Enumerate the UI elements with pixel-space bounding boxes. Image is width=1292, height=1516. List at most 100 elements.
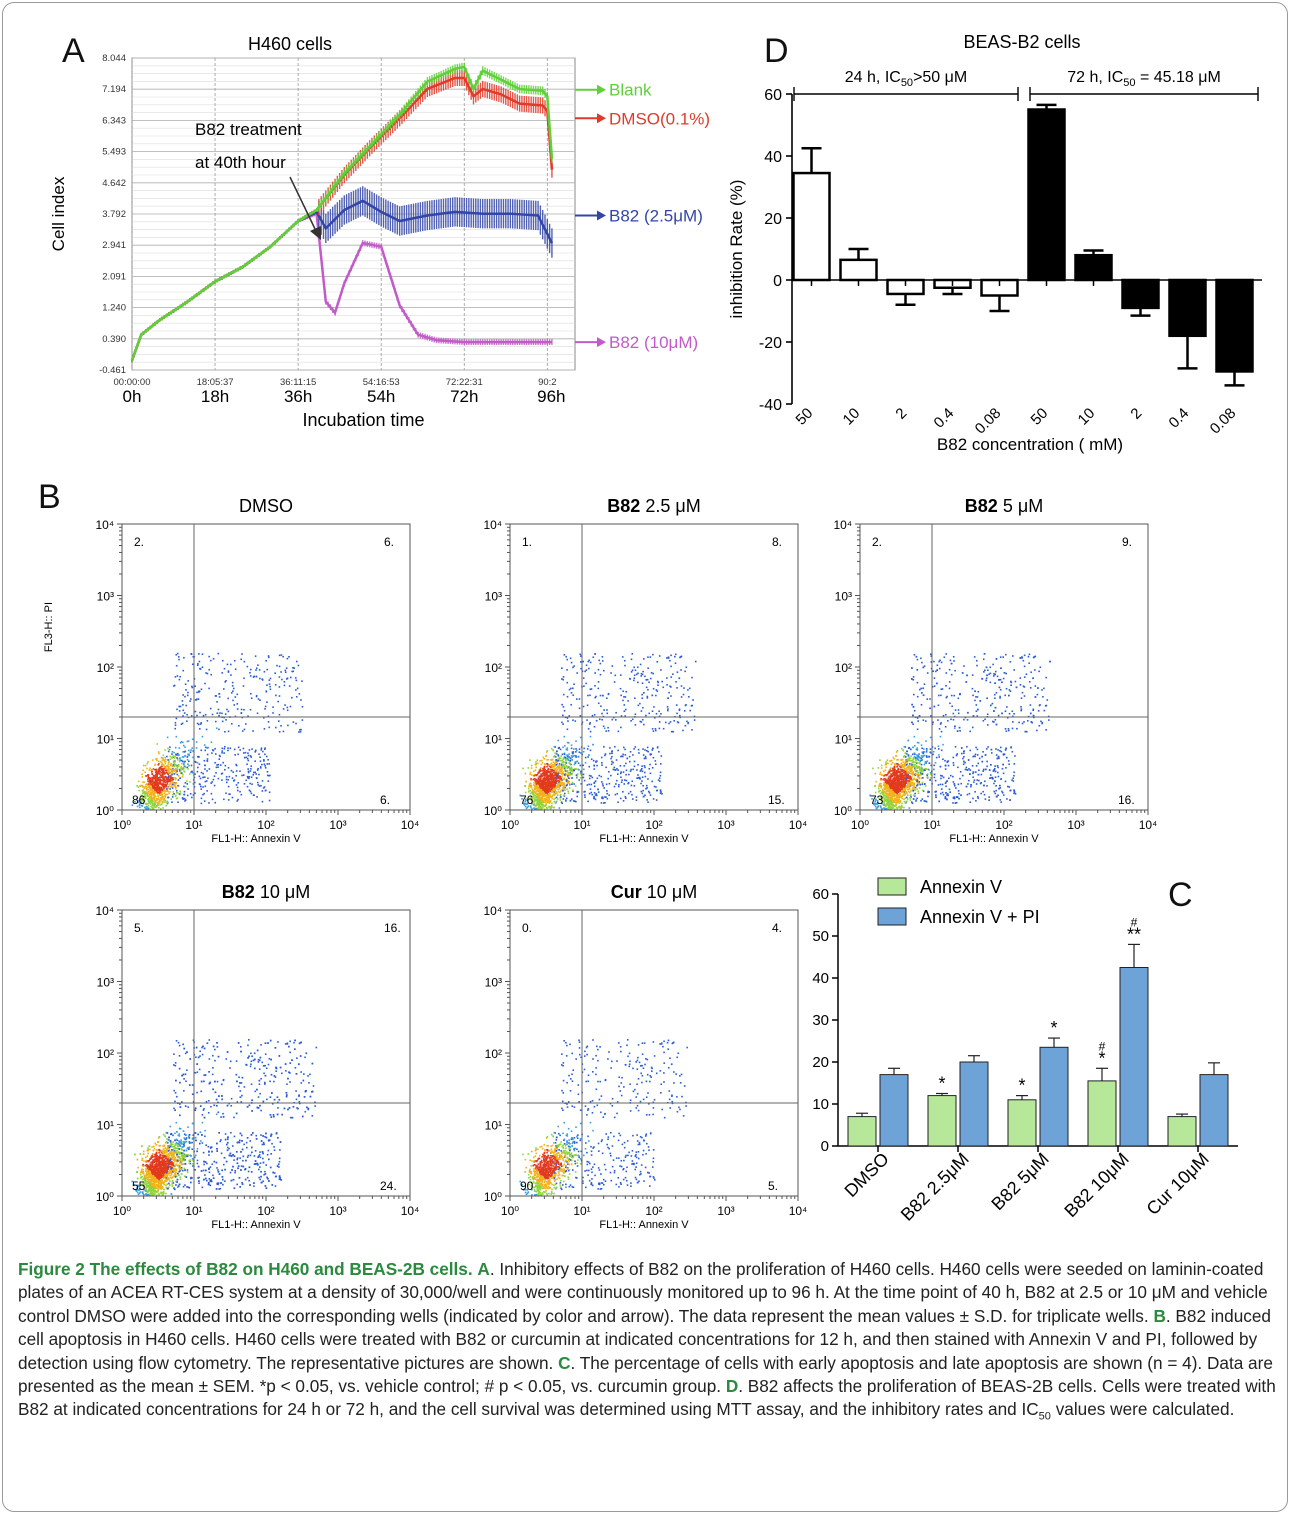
scatter-point bbox=[576, 672, 578, 674]
scatter-point bbox=[539, 802, 542, 805]
scatter-point bbox=[1004, 749, 1007, 751]
scatter-point bbox=[143, 790, 146, 793]
scatter-point bbox=[557, 759, 560, 762]
y-tick-label-a: 5.493 bbox=[102, 147, 126, 158]
scatter-point bbox=[890, 783, 893, 786]
scatter-point bbox=[183, 797, 186, 800]
scatter-title: DMSO bbox=[239, 496, 293, 516]
scatter-point bbox=[153, 784, 156, 787]
scatter-point bbox=[601, 712, 603, 715]
scatter-point bbox=[606, 797, 609, 800]
scatter-point bbox=[203, 744, 206, 746]
scatter-point bbox=[911, 801, 913, 804]
scatter-point bbox=[561, 721, 563, 724]
scatter-point bbox=[242, 747, 245, 750]
scatter-point bbox=[289, 676, 292, 679]
scatter-point bbox=[168, 775, 170, 777]
scatter-point bbox=[218, 696, 221, 698]
scatter-point bbox=[613, 681, 616, 683]
scatter-point bbox=[627, 782, 630, 784]
scatter-point bbox=[540, 763, 543, 766]
scatter-point bbox=[567, 780, 569, 782]
scatter-point bbox=[536, 798, 539, 801]
scatter-point bbox=[206, 747, 209, 749]
scatter-point bbox=[542, 791, 545, 794]
scatter-point bbox=[141, 792, 144, 795]
scatter-point bbox=[199, 711, 201, 714]
scatter-point bbox=[561, 784, 564, 787]
scatter-point bbox=[185, 689, 187, 691]
scatter-point bbox=[562, 714, 564, 717]
scatter-point bbox=[543, 775, 546, 777]
scatter-point bbox=[551, 767, 553, 769]
scatter-point bbox=[217, 708, 220, 711]
scatter-point bbox=[296, 687, 299, 690]
scatter-point bbox=[146, 783, 148, 785]
scatter-point bbox=[173, 769, 175, 772]
scatter-point bbox=[647, 667, 649, 670]
scatter-point bbox=[541, 783, 544, 785]
scatter-point bbox=[227, 799, 230, 801]
scatter-point bbox=[620, 755, 623, 758]
scatter-point bbox=[158, 769, 161, 772]
scatter-point bbox=[651, 747, 654, 750]
scatter-point bbox=[182, 703, 184, 706]
scatter-point bbox=[545, 799, 547, 802]
scatter-point bbox=[536, 779, 539, 781]
scatter-point bbox=[535, 766, 537, 769]
scatter-point bbox=[547, 767, 550, 770]
scatter-point bbox=[286, 677, 289, 680]
scatter-point bbox=[637, 672, 639, 675]
scatter-point bbox=[176, 770, 179, 772]
scatter-point bbox=[643, 691, 645, 694]
scatter-point bbox=[198, 763, 201, 766]
scatter-point bbox=[533, 773, 536, 776]
scatter-point bbox=[227, 747, 229, 749]
scatter-point bbox=[235, 764, 238, 767]
scatter-point bbox=[552, 769, 555, 772]
scatter-point bbox=[165, 788, 168, 790]
scatter-point bbox=[178, 705, 181, 708]
scatter-point bbox=[199, 777, 202, 780]
scatter-point bbox=[226, 708, 228, 711]
scatter-point bbox=[545, 751, 548, 753]
scatter-point bbox=[895, 790, 898, 793]
scatter-point bbox=[568, 753, 570, 755]
scatter-point bbox=[174, 778, 177, 781]
scatter-point bbox=[160, 768, 162, 770]
scatter-point bbox=[192, 794, 195, 796]
scatter-point bbox=[214, 801, 217, 804]
scatter-point bbox=[146, 806, 149, 808]
scatter-point bbox=[542, 779, 545, 781]
scatter-point bbox=[538, 796, 541, 798]
scatter-point bbox=[196, 761, 199, 764]
scatter-point bbox=[628, 755, 631, 758]
scatter-point bbox=[568, 787, 571, 789]
scatter-point bbox=[684, 724, 687, 727]
scatter-point bbox=[159, 781, 161, 784]
scatter-point bbox=[563, 766, 565, 768]
scatter-point bbox=[555, 776, 558, 778]
scatter-point bbox=[524, 791, 527, 794]
scatter-point bbox=[670, 676, 673, 678]
scatter-point bbox=[236, 800, 239, 802]
scatter-point bbox=[222, 761, 224, 764]
scatter-point bbox=[156, 759, 158, 762]
scatter-point bbox=[647, 750, 649, 753]
scatter-point bbox=[178, 754, 180, 756]
scatter-point bbox=[181, 762, 183, 765]
scatter-point bbox=[565, 784, 568, 787]
scatter-point bbox=[602, 785, 604, 787]
scatter-point bbox=[213, 775, 216, 777]
scatter-point bbox=[162, 759, 165, 761]
scatter-point bbox=[184, 786, 187, 788]
scatter-point bbox=[152, 797, 154, 800]
scatter-point bbox=[162, 790, 164, 793]
scatter-point bbox=[260, 747, 263, 750]
scatter-point bbox=[655, 786, 657, 788]
scatter-point bbox=[562, 693, 565, 696]
x-axis-title-b: FL1-H:: Annexin V bbox=[599, 833, 689, 845]
scatter-point bbox=[208, 768, 211, 770]
scatter-point bbox=[174, 767, 177, 770]
scatter-point bbox=[660, 712, 662, 715]
